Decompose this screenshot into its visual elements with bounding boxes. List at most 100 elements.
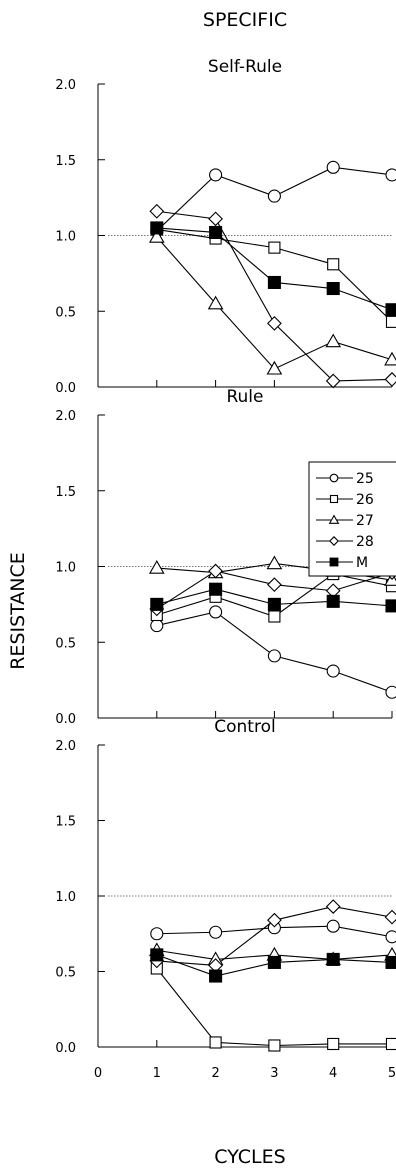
legend-marker-26 <box>329 494 339 504</box>
y-tick-label: 1.0 <box>55 890 76 905</box>
data-point-26 <box>268 1039 281 1052</box>
data-point-M <box>150 221 164 235</box>
data-point-26 <box>385 315 396 328</box>
data-point-M <box>267 955 281 969</box>
x-axis-label: CYCLES <box>214 1146 285 1168</box>
data-point-M <box>385 599 396 613</box>
figure-title: SPECIFIC <box>203 9 287 31</box>
y-tick-label: 1.5 <box>55 154 76 169</box>
data-point-M <box>267 597 281 611</box>
data-point-27 <box>148 229 165 243</box>
x-tick-label: 3 <box>270 1066 278 1081</box>
data-point-M <box>326 594 340 608</box>
data-point-28 <box>267 577 282 593</box>
data-point-28 <box>325 899 341 914</box>
data-point-M <box>385 955 396 969</box>
data-point-M <box>385 303 396 317</box>
legend-label: 27 <box>356 513 374 529</box>
legend-label: 26 <box>356 492 374 508</box>
data-point-M <box>150 948 164 962</box>
legend-label: 25 <box>356 471 374 487</box>
y-tick-label: 0.0 <box>55 381 76 396</box>
y-tick-label: 2.0 <box>55 78 76 93</box>
legend-box <box>308 461 396 577</box>
data-point-25 <box>326 664 340 678</box>
data-point-28 <box>384 372 396 387</box>
data-point-25 <box>209 605 223 619</box>
panel-1: Self-Rule 0.0 0.5 1.0 1.5 2.0 <box>55 57 396 396</box>
y-axis-label: RESISTANCE <box>7 552 29 670</box>
y-tick-label: 0.5 <box>55 636 76 651</box>
data-point-26 <box>268 610 281 623</box>
data-point-28 <box>149 203 165 219</box>
y-tick-label: 1.5 <box>55 815 76 830</box>
panel-title: Control <box>214 717 275 737</box>
legend: 25 26 27 28 M <box>308 461 396 577</box>
data-point-28 <box>267 912 282 928</box>
legend-marker-25 <box>329 473 339 483</box>
data-point-26 <box>385 1037 396 1051</box>
series-line-26 <box>156 968 392 1047</box>
y-tick-label: 1.5 <box>55 485 76 500</box>
data-point-28 <box>325 373 341 389</box>
legend-label: M <box>356 555 368 571</box>
data-point-25 <box>385 930 396 944</box>
series-line-27 <box>156 236 393 370</box>
series-line-28 <box>156 210 393 382</box>
data-point-27 <box>266 360 283 375</box>
series-line-M <box>156 227 393 311</box>
data-point-27 <box>325 333 342 348</box>
data-point-25 <box>150 927 164 941</box>
data-point-28 <box>267 315 282 331</box>
data-point-27 <box>266 555 283 570</box>
data-point-26 <box>268 241 281 254</box>
y-tick-label: 0.5 <box>55 305 76 320</box>
panel-3: Control 0.0 0.5 1.0 1.5 2.0 <box>55 717 396 1056</box>
y-tick-label: 0.0 <box>55 1041 76 1056</box>
x-tick-label: 1 <box>153 1066 161 1081</box>
panel-title: Rule <box>226 387 263 407</box>
data-point-27 <box>207 295 224 310</box>
data-point-M <box>209 582 223 596</box>
data-point-25 <box>326 919 340 933</box>
data-point-M <box>326 281 340 296</box>
data-point-28 <box>208 211 223 227</box>
data-point-M <box>209 969 223 983</box>
legend-marker-28 <box>329 536 339 546</box>
y-tick-label: 2.0 <box>55 739 76 754</box>
y-tick-label: 1.0 <box>55 230 76 245</box>
data-point-28 <box>384 909 396 925</box>
data-point-27 <box>384 351 396 366</box>
x-tick-label: 5 <box>388 1066 396 1081</box>
data-point-25 <box>326 160 340 174</box>
data-point-25 <box>267 189 281 203</box>
data-point-M <box>267 275 281 289</box>
data-point-M <box>150 597 164 611</box>
panel-title: Self-Rule <box>208 57 282 77</box>
data-point-28 <box>208 563 223 579</box>
data-point-25 <box>209 168 223 182</box>
data-point-26 <box>209 1036 222 1049</box>
x-axis: 0 1 2 3 4 5 <box>94 1066 396 1081</box>
data-point-25 <box>385 168 396 182</box>
data-point-25 <box>150 619 164 633</box>
data-point-26 <box>327 258 340 271</box>
data-point-26 <box>327 1037 340 1051</box>
legend-marker-27 <box>328 514 340 524</box>
y-tick-label: 0.5 <box>55 966 76 981</box>
data-point-M <box>326 952 340 966</box>
data-point-M <box>209 225 223 240</box>
legend-marker-M <box>329 557 339 567</box>
x-tick-label: 2 <box>211 1066 219 1081</box>
x-tick-label: 4 <box>329 1066 337 1081</box>
y-tick-label: 2.0 <box>55 409 76 424</box>
data-point-25 <box>267 649 281 663</box>
y-tick-label: 1.0 <box>55 561 76 576</box>
data-point-27 <box>148 560 165 574</box>
data-point-25 <box>209 925 223 939</box>
legend-label: 28 <box>356 534 374 550</box>
data-point-25 <box>385 685 396 699</box>
x-tick-label: 0 <box>94 1066 102 1081</box>
y-tick-label: 0.0 <box>55 712 76 727</box>
